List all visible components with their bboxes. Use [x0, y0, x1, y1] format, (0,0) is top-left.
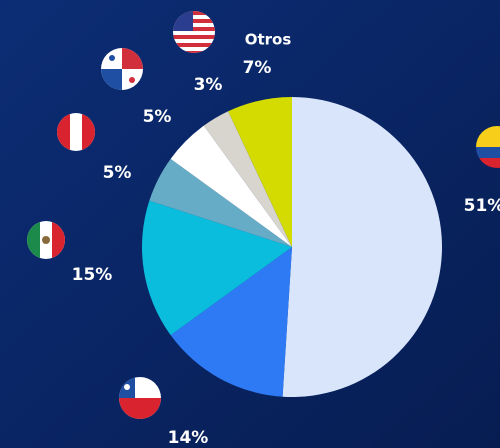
- pie-slice: [282, 97, 443, 398]
- pie-slice: [170, 125, 292, 247]
- pie-slice: [228, 97, 292, 247]
- flag-chile: [119, 377, 161, 419]
- value-label: 15%: [72, 265, 113, 285]
- pie-slice: [149, 158, 292, 247]
- pie-slice: [203, 111, 292, 247]
- pie: [142, 97, 443, 398]
- flag-panama: [101, 48, 143, 90]
- value-label: 51%: [464, 196, 500, 216]
- pie-slice: [142, 200, 292, 336]
- value-label: 14%: [168, 428, 209, 448]
- flag-peru: [57, 113, 95, 151]
- category-label: Otros: [245, 31, 292, 49]
- value-label: 7%: [243, 58, 272, 78]
- value-label: 5%: [103, 163, 132, 183]
- pie-slice: [170, 247, 292, 397]
- flag-mexico: [27, 221, 65, 259]
- value-label: 3%: [194, 75, 223, 95]
- value-label: 5%: [143, 107, 172, 127]
